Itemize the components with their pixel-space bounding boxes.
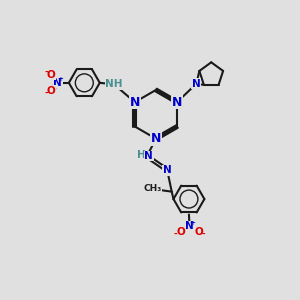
Text: N: N [192, 79, 201, 89]
Text: O: O [176, 227, 185, 237]
Text: O: O [194, 227, 203, 237]
Text: O: O [46, 70, 56, 80]
Text: CH₃: CH₃ [143, 184, 161, 193]
Text: N: N [151, 132, 161, 145]
Text: N: N [144, 151, 153, 161]
Text: N: N [53, 78, 62, 88]
Text: +: + [190, 220, 195, 226]
Text: +: + [57, 76, 63, 82]
Text: O: O [46, 86, 56, 96]
Text: -: - [202, 230, 206, 239]
Text: -: - [173, 230, 177, 239]
Text: N: N [185, 221, 194, 231]
Text: -: - [44, 89, 48, 98]
Text: NH: NH [105, 79, 123, 89]
Text: -: - [44, 68, 48, 77]
Text: N: N [172, 96, 182, 109]
Text: N: N [130, 96, 140, 109]
Text: H: H [137, 150, 146, 160]
Text: N: N [163, 165, 172, 175]
